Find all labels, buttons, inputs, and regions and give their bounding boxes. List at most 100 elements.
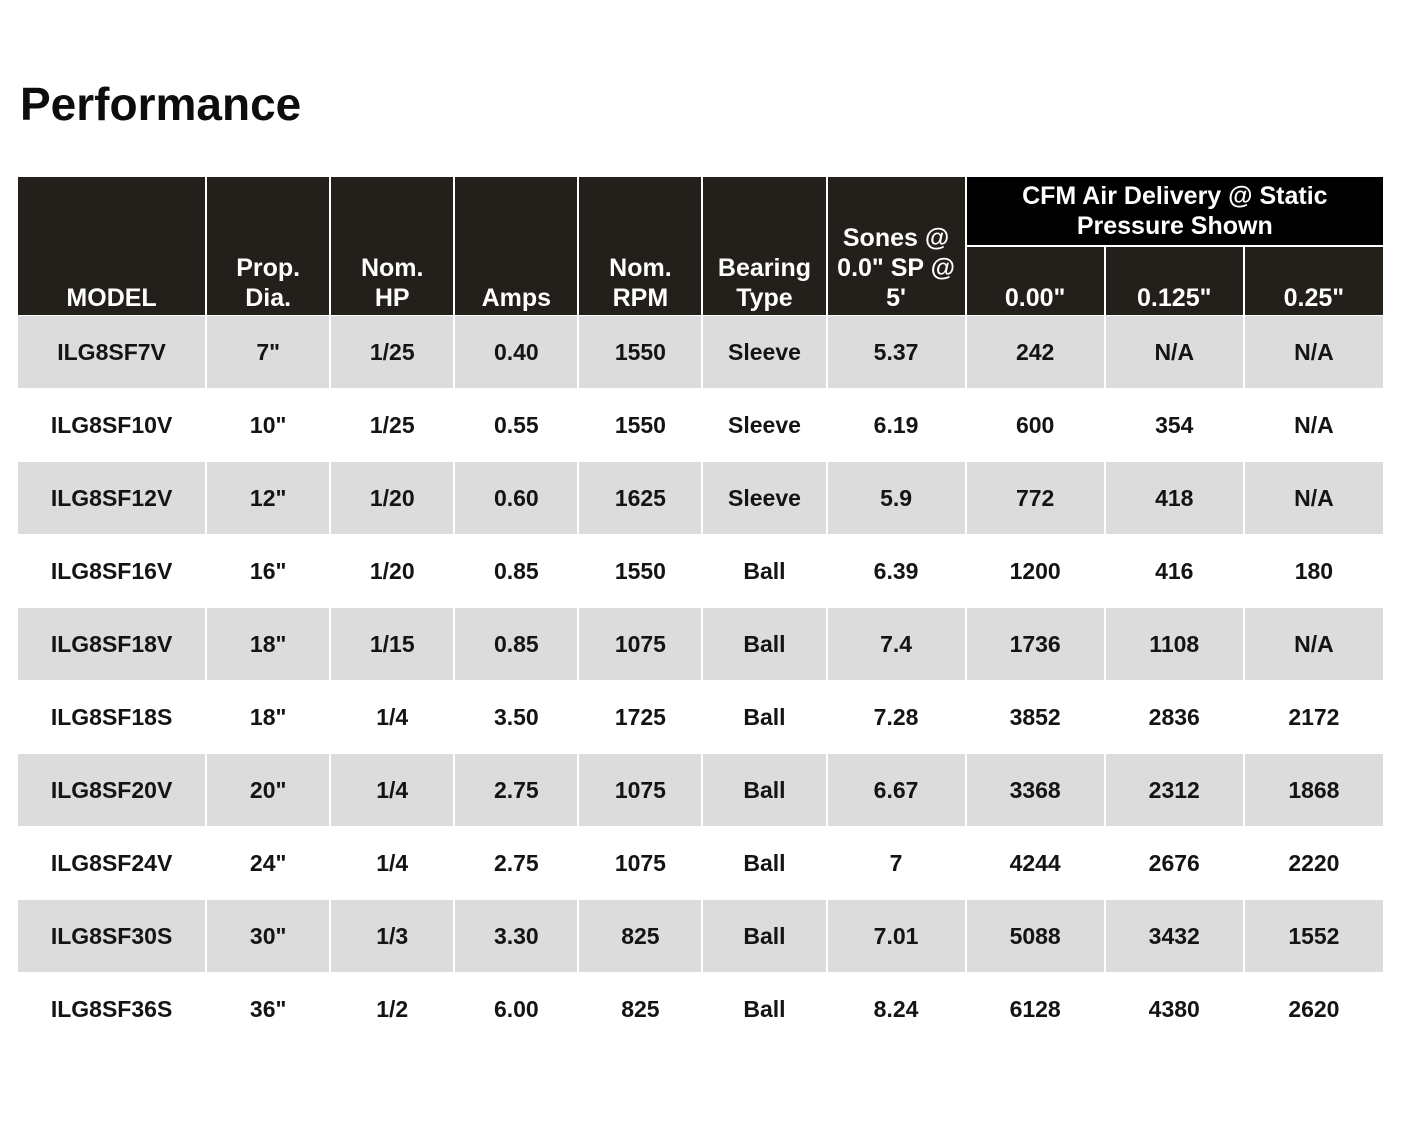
header-cfm-air-delivery: CFM Air Delivery @ Static Pressure Shown bbox=[964, 177, 1383, 246]
cell-nom-hp: 1/4 bbox=[329, 753, 455, 827]
header-bearing-type: Bearing Type bbox=[701, 177, 827, 316]
cell-bearing-type: Sleeve bbox=[701, 388, 827, 462]
cell-cfm-0-00: 600 bbox=[964, 388, 1105, 462]
table-row: ILG8SF16V 16" 1/20 0.85 1550 Ball 6.39 1200 416 1… bbox=[18, 534, 1383, 608]
cell-cfm-0-25: 180 bbox=[1242, 534, 1383, 608]
page-title: Performance bbox=[20, 78, 302, 130]
cell-prop-dia: 18" bbox=[205, 680, 331, 754]
cell-bearing-type: Ball bbox=[701, 972, 827, 1045]
cell-prop-dia: 20" bbox=[205, 753, 331, 827]
cell-cfm-0-00: 1736 bbox=[964, 607, 1105, 681]
cell-cfm-0-125: 2676 bbox=[1103, 826, 1244, 900]
header-prop-dia-line1: Prop. bbox=[236, 254, 301, 282]
cell-sones: 5.9 bbox=[825, 461, 966, 535]
cell-cfm-0-25: N/A bbox=[1242, 607, 1383, 681]
header-sones: Sones @ 0.0" SP @ 5' bbox=[825, 177, 966, 316]
cell-bearing-type: Sleeve bbox=[701, 461, 827, 535]
cell-sones: 7 bbox=[825, 826, 966, 900]
cell-model: ILG8SF12V bbox=[18, 461, 207, 535]
cell-amps: 0.85 bbox=[453, 534, 579, 608]
cell-nom-rpm: 1075 bbox=[577, 607, 703, 681]
cell-nom-rpm: 1075 bbox=[577, 826, 703, 900]
cell-cfm-0-125: 416 bbox=[1103, 534, 1244, 608]
table-row: ILG8SF10V 10" 1/25 0.55 1550 Sleeve 6.19 600 354… bbox=[18, 388, 1383, 462]
cell-cfm-0-125: 2312 bbox=[1103, 753, 1244, 827]
header-model: MODEL bbox=[18, 177, 207, 316]
cell-nom-hp: 1/15 bbox=[329, 607, 455, 681]
cell-cfm-0-00: 5088 bbox=[964, 899, 1105, 973]
cell-bearing-type: Ball bbox=[701, 753, 827, 827]
cell-bearing-type: Ball bbox=[701, 607, 827, 681]
cell-prop-dia: 16" bbox=[205, 534, 331, 608]
header-cfm-line2: Pressure Shown bbox=[1076, 212, 1273, 240]
cell-nom-rpm: 1625 bbox=[577, 461, 703, 535]
cell-cfm-0-25: 1552 bbox=[1242, 899, 1383, 973]
cell-model: ILG8SF18S bbox=[18, 680, 207, 754]
cell-model: ILG8SF7V bbox=[18, 315, 207, 389]
cell-model: ILG8SF20V bbox=[18, 753, 207, 827]
cell-sones: 7.01 bbox=[825, 899, 966, 973]
header-nom-hp-line2: HP bbox=[374, 284, 410, 312]
cell-amps: 6.00 bbox=[453, 972, 579, 1045]
cell-cfm-0-125: 2836 bbox=[1103, 680, 1244, 754]
cell-nom-rpm: 1725 bbox=[577, 680, 703, 754]
cell-nom-rpm: 825 bbox=[577, 899, 703, 973]
cell-model: ILG8SF30S bbox=[18, 899, 207, 973]
cell-prop-dia: 24" bbox=[205, 826, 331, 900]
cell-bearing-type: Sleeve bbox=[701, 315, 827, 389]
cell-cfm-0-00: 772 bbox=[964, 461, 1105, 535]
cell-cfm-0-25: 2620 bbox=[1242, 972, 1383, 1045]
cell-cfm-0-125: 354 bbox=[1103, 388, 1244, 462]
header-sp-0-25: 0.25" bbox=[1242, 245, 1383, 316]
table-row: ILG8SF18V 18" 1/15 0.85 1075 Ball 7.4 1736 1108 N… bbox=[18, 607, 1383, 681]
cell-prop-dia: 30" bbox=[205, 899, 331, 973]
header-bearing-type-line1: Bearing bbox=[717, 254, 812, 282]
cell-bearing-type: Ball bbox=[701, 899, 827, 973]
cell-amps: 0.55 bbox=[453, 388, 579, 462]
cell-nom-hp: 1/20 bbox=[329, 461, 455, 535]
cell-nom-hp: 1/20 bbox=[329, 534, 455, 608]
cell-cfm-0-00: 4244 bbox=[964, 826, 1105, 900]
table-row: ILG8SF18S 18" 1/4 3.50 1725 Ball 7.28 3852 2836 2… bbox=[18, 680, 1383, 754]
cell-cfm-0-25: 2220 bbox=[1242, 826, 1383, 900]
header-sones-line2: 0.0" SP @ bbox=[837, 254, 955, 282]
cell-prop-dia: 36" bbox=[205, 972, 331, 1045]
cell-cfm-0-25: N/A bbox=[1242, 461, 1383, 535]
header-bearing-type-line2: Type bbox=[736, 284, 793, 312]
cell-prop-dia: 7" bbox=[205, 315, 331, 389]
cell-cfm-0-00: 3852 bbox=[964, 680, 1105, 754]
cell-nom-rpm: 1550 bbox=[577, 534, 703, 608]
cell-nom-rpm: 825 bbox=[577, 972, 703, 1045]
cell-sones: 7.28 bbox=[825, 680, 966, 754]
header-nom-rpm-line2: RPM bbox=[612, 284, 669, 312]
cell-bearing-type: Ball bbox=[701, 680, 827, 754]
cell-amps: 2.75 bbox=[453, 753, 579, 827]
header-nom-rpm-line1: Nom. bbox=[609, 254, 672, 282]
cell-model: ILG8SF18V bbox=[18, 607, 207, 681]
cell-nom-hp: 1/4 bbox=[329, 680, 455, 754]
cell-cfm-0-125: 3432 bbox=[1103, 899, 1244, 973]
cell-cfm-0-125: 418 bbox=[1103, 461, 1244, 535]
cell-prop-dia: 12" bbox=[205, 461, 331, 535]
cell-amps: 2.75 bbox=[453, 826, 579, 900]
cell-bearing-type: Ball bbox=[701, 534, 827, 608]
cell-cfm-0-125: 4380 bbox=[1103, 972, 1244, 1045]
cell-sones: 7.4 bbox=[825, 607, 966, 681]
header-amps: Amps bbox=[453, 177, 579, 316]
cell-sones: 6.19 bbox=[825, 388, 966, 462]
cell-sones: 8.24 bbox=[825, 972, 966, 1045]
cell-cfm-0-00: 242 bbox=[964, 315, 1105, 389]
cell-sones: 5.37 bbox=[825, 315, 966, 389]
table-row: ILG8SF24V 24" 1/4 2.75 1075 Ball 7 4244 2676 2220 bbox=[18, 826, 1383, 900]
table-row: ILG8SF7V 7" 1/25 0.40 1550 Sleeve 5.37 242 N/A N/… bbox=[18, 315, 1383, 389]
table-row: ILG8SF12V 12" 1/20 0.60 1625 Sleeve 5.9 772 418 N… bbox=[18, 461, 1383, 535]
cell-sones: 6.39 bbox=[825, 534, 966, 608]
cell-cfm-0-00: 3368 bbox=[964, 753, 1105, 827]
cell-model: ILG8SF24V bbox=[18, 826, 207, 900]
cell-prop-dia: 10" bbox=[205, 388, 331, 462]
table-row: ILG8SF30S 30" 1/3 3.30 825 Ball 7.01 5088 3432 15… bbox=[18, 899, 1383, 973]
cell-cfm-0-25: 2172 bbox=[1242, 680, 1383, 754]
cell-nom-hp: 1/4 bbox=[329, 826, 455, 900]
cell-nom-hp: 1/25 bbox=[329, 388, 455, 462]
table-body: ILG8SF7V 7" 1/25 0.40 1550 Sleeve 5.37 242 N/A N/… bbox=[18, 315, 1383, 1045]
